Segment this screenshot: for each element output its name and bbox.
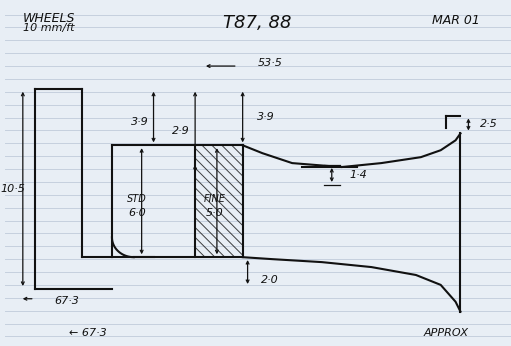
Text: 53·5: 53·5: [258, 58, 283, 68]
Text: 2·9: 2·9: [172, 126, 190, 136]
Text: 1·4: 1·4: [350, 170, 367, 180]
Text: 10 mm/ft: 10 mm/ft: [23, 24, 74, 34]
Text: T87, 88: T87, 88: [223, 13, 292, 31]
Text: APPROX: APPROX: [423, 328, 468, 338]
Text: 2·5: 2·5: [480, 119, 498, 129]
Text: 3·9: 3·9: [257, 111, 274, 121]
Text: ← 67·3: ← 67·3: [69, 328, 107, 338]
Text: 67·3: 67·3: [55, 296, 79, 306]
Text: MAR 01: MAR 01: [432, 13, 479, 27]
Text: 10·5: 10·5: [1, 184, 26, 194]
Text: 3·9: 3·9: [131, 117, 149, 127]
Text: FINE: FINE: [204, 194, 226, 204]
Text: 2·0: 2·0: [261, 275, 278, 285]
Text: 5·0: 5·0: [206, 208, 224, 218]
Text: 6·0: 6·0: [128, 208, 146, 218]
Text: STD: STD: [127, 194, 147, 204]
Text: WHEELS: WHEELS: [23, 12, 75, 25]
